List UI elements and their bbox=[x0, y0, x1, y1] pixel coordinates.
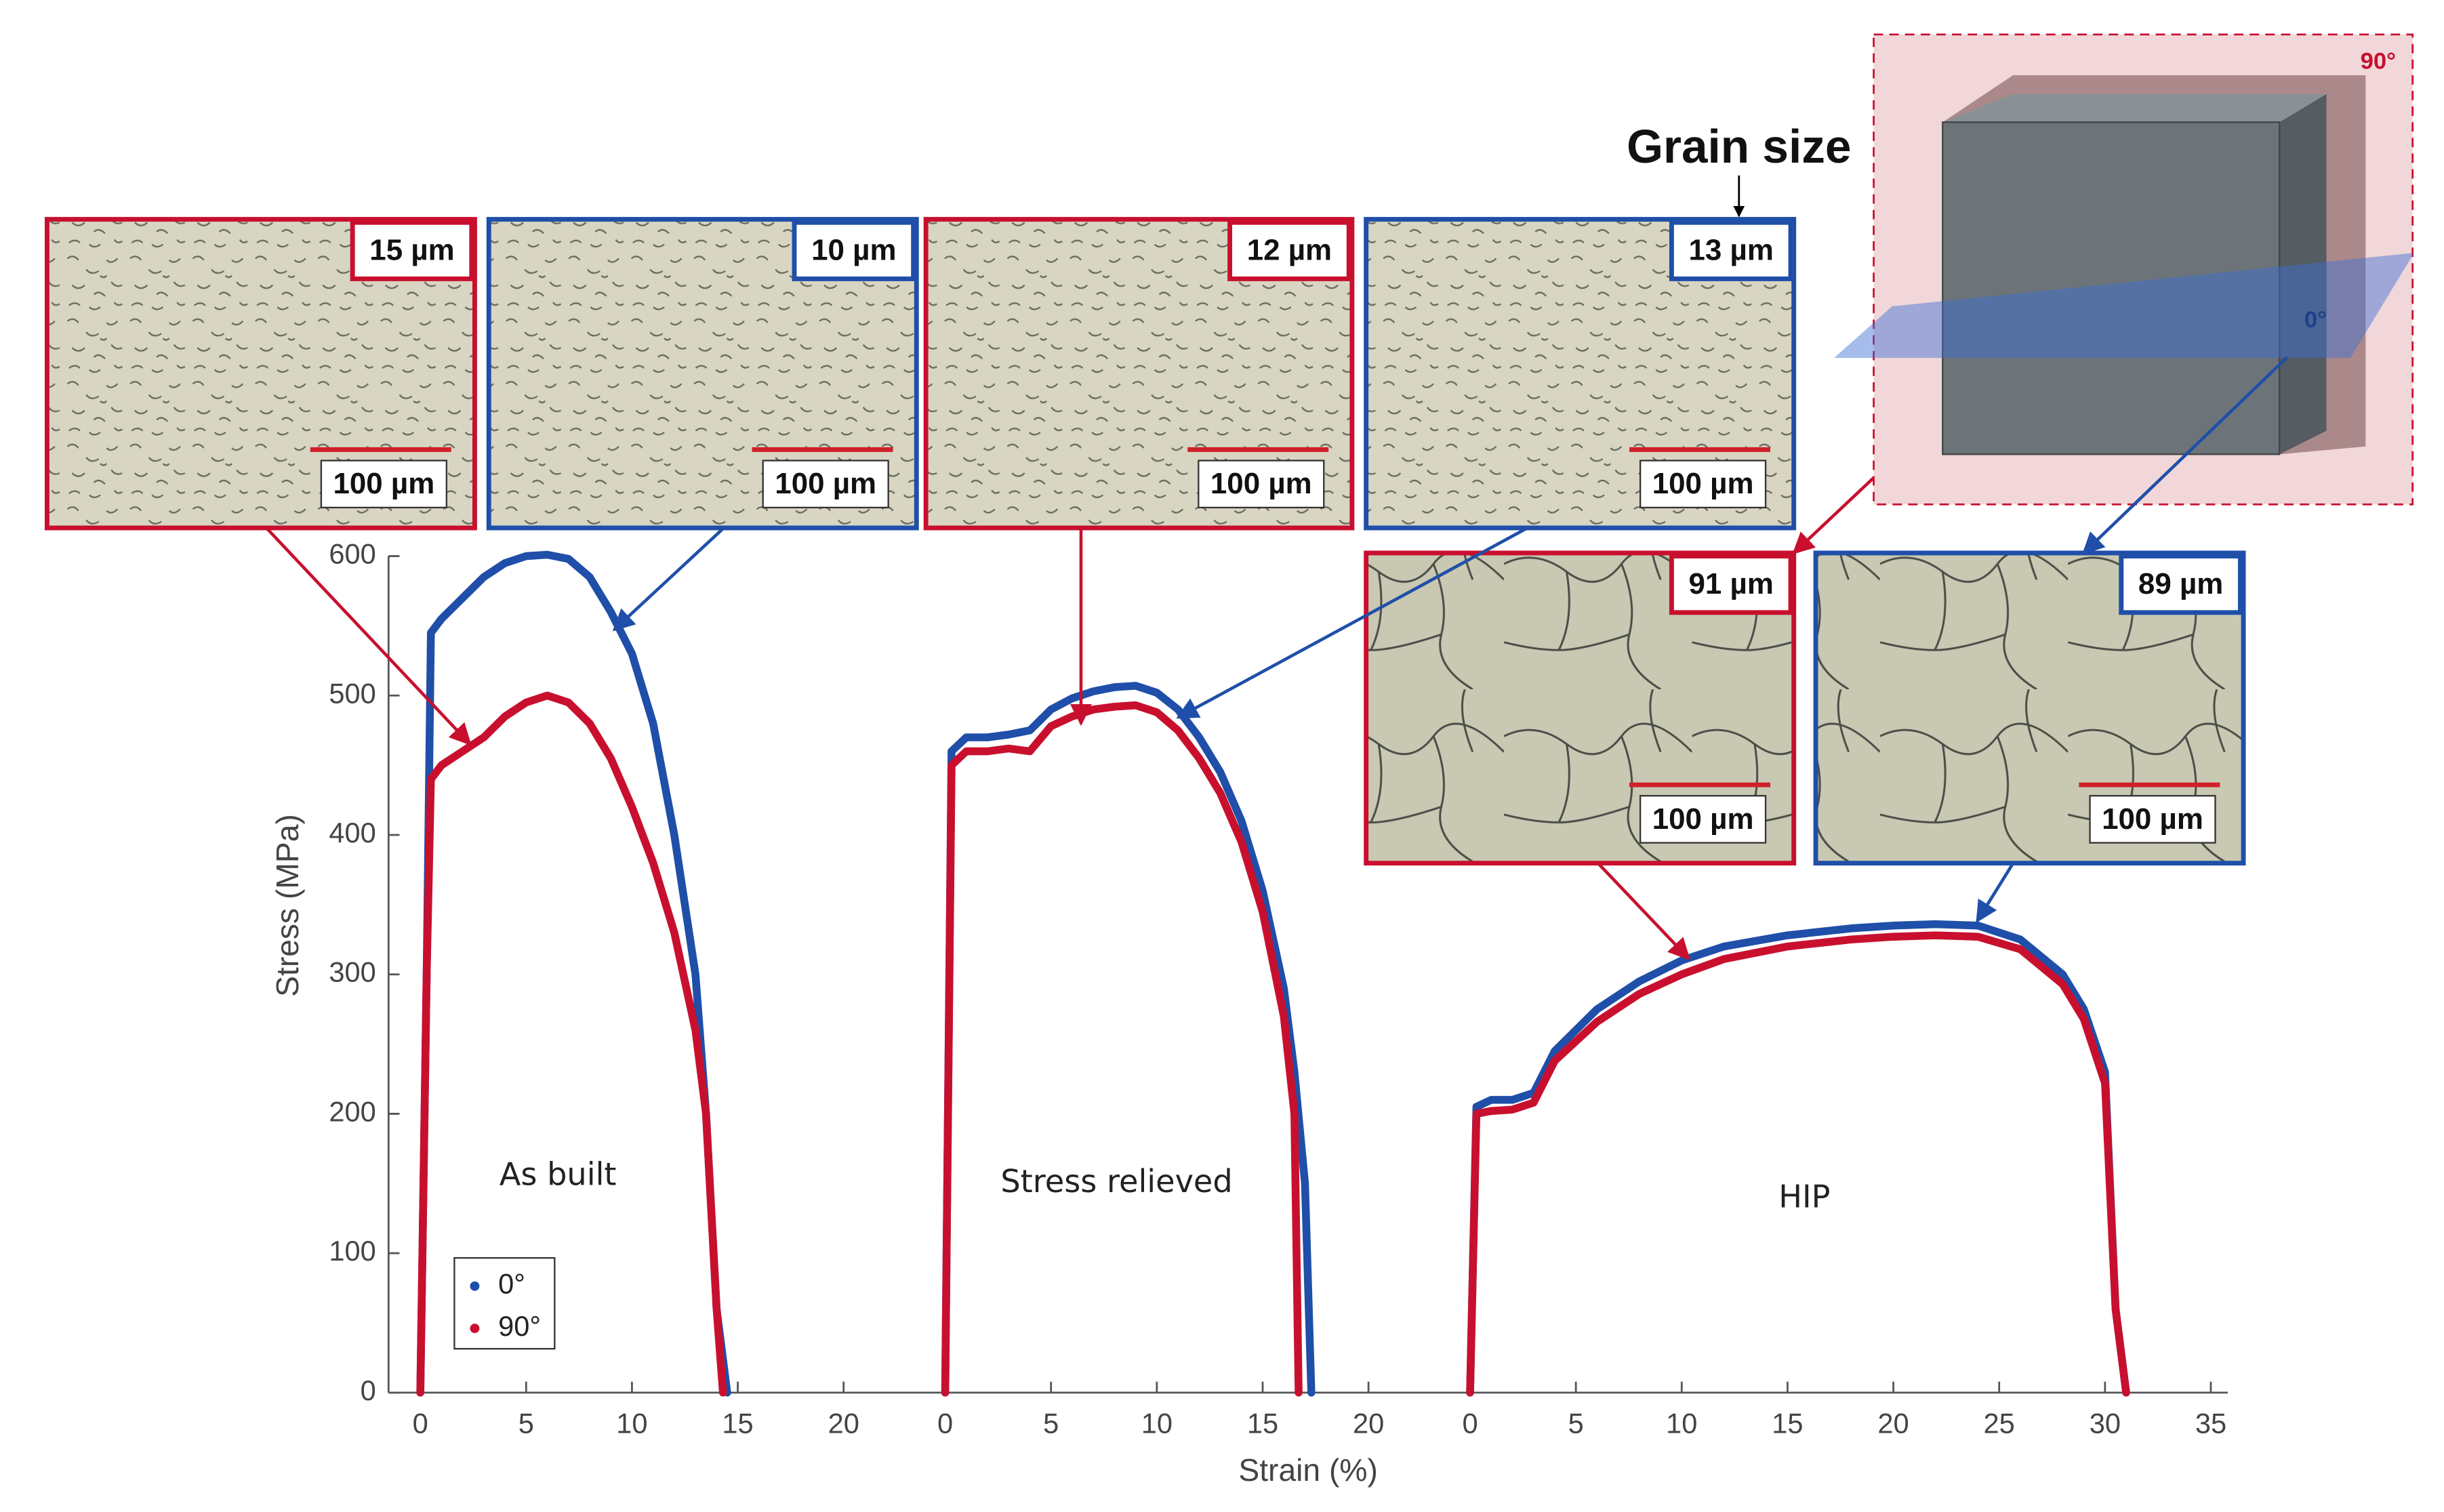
scale-bar-label: 100 µm bbox=[1210, 467, 1312, 500]
y-tick-label: 300 bbox=[329, 956, 375, 988]
scale-bar-label: 100 µm bbox=[333, 467, 434, 500]
cube-schematic bbox=[1834, 33, 2414, 506]
pointer-arrow bbox=[1792, 476, 1875, 555]
scale-bar-box bbox=[1198, 459, 1325, 509]
legend-box bbox=[453, 1256, 556, 1350]
grain-size-label: 15 µm bbox=[369, 234, 454, 267]
scale-bar-box bbox=[320, 459, 447, 509]
y-tick-label: 0 bbox=[361, 1374, 376, 1406]
panel-label: As built bbox=[500, 1156, 617, 1193]
y-tick-label: 500 bbox=[329, 677, 375, 709]
y-tick-label: 400 bbox=[329, 817, 375, 849]
scale-bar-label: 100 µm bbox=[775, 467, 876, 500]
y-tick-label: 600 bbox=[329, 538, 375, 570]
legend-label: 90° bbox=[498, 1310, 541, 1342]
pointer-arrow bbox=[1176, 526, 1528, 719]
legend-marker bbox=[470, 1324, 480, 1334]
stress-strain-curve bbox=[1466, 920, 2130, 1397]
grain-size-label: 91 µm bbox=[1689, 567, 1774, 600]
stress-strain-curve bbox=[416, 691, 727, 1397]
cube-label: 90° bbox=[2361, 49, 2396, 75]
x-tick-label: 20 bbox=[828, 1407, 859, 1439]
x-tick-label: 30 bbox=[2090, 1407, 2121, 1439]
scale-bar-label: 100 µm bbox=[2102, 802, 2203, 836]
grain-size-box bbox=[350, 220, 474, 281]
grain-size-label: 89 µm bbox=[2138, 567, 2223, 600]
grain-size-label: 13 µm bbox=[1689, 234, 1774, 267]
x-tick-label: 10 bbox=[1141, 1407, 1173, 1439]
scale-bar-box bbox=[2089, 795, 2216, 844]
x-tick-label: 5 bbox=[518, 1407, 534, 1439]
micrograph-inset: 89 µm 100 µm bbox=[1813, 550, 2246, 866]
x-tick-label: 20 bbox=[1877, 1407, 1909, 1439]
grain-size-box bbox=[2119, 554, 2243, 615]
x-tick-label: 0 bbox=[413, 1407, 428, 1439]
grain-size-box bbox=[1669, 220, 1793, 281]
pointer-arrow bbox=[265, 527, 472, 746]
legend-marker bbox=[470, 1281, 480, 1291]
x-tick-label: 0 bbox=[937, 1407, 953, 1439]
y-tick-label: 100 bbox=[329, 1235, 375, 1267]
x-tick-label: 5 bbox=[1568, 1407, 1584, 1439]
grain-size-box bbox=[792, 220, 916, 281]
x-tick-label: 10 bbox=[1666, 1407, 1697, 1439]
grain-size-label: 10 µm bbox=[811, 234, 896, 267]
x-tick-label: 0 bbox=[1462, 1407, 1478, 1439]
micrograph-inset: 91 µm 100 µm bbox=[1364, 550, 1797, 866]
micrograph-inset: 15 µm 100 µm bbox=[44, 217, 477, 531]
scale-bar-label: 100 µm bbox=[1652, 802, 1754, 836]
y-tick-label: 200 bbox=[329, 1095, 375, 1127]
cube-label: 0° bbox=[2304, 307, 2327, 333]
x-tick-label: 5 bbox=[1043, 1407, 1059, 1439]
panel-label: Stress relieved bbox=[1000, 1163, 1232, 1200]
x-tick-label: 15 bbox=[1772, 1407, 1803, 1439]
x-tick-label: 15 bbox=[1247, 1407, 1278, 1439]
pointer-arrow bbox=[1976, 862, 2015, 923]
x-tick-label: 35 bbox=[2195, 1407, 2226, 1439]
scale-bar-box bbox=[1639, 795, 1767, 844]
stress-strain-curve bbox=[941, 701, 1303, 1397]
grain-size-box bbox=[1669, 554, 1793, 615]
grain-size-label: 12 µm bbox=[1247, 234, 1332, 267]
micrograph-inset: 13 µm 100 µm bbox=[1364, 217, 1797, 531]
legend-label: 0° bbox=[498, 1268, 525, 1300]
pointer-arrow bbox=[1597, 862, 1691, 960]
x-tick-label: 20 bbox=[1353, 1407, 1384, 1439]
annotation: Grain size bbox=[1627, 120, 1851, 173]
scale-bar-label: 100 µm bbox=[1652, 467, 1754, 500]
x-tick-label: 10 bbox=[616, 1407, 647, 1439]
micrograph-inset: 12 µm 100 µm bbox=[923, 217, 1355, 531]
pointer-arrow bbox=[612, 527, 725, 632]
scale-bar-box bbox=[762, 459, 889, 509]
pointer-arrow bbox=[2081, 356, 2289, 555]
scale-bar-box bbox=[1639, 459, 1767, 509]
micrograph-inset: 10 µm 100 µm bbox=[486, 217, 919, 531]
stress-strain-curve bbox=[941, 682, 1316, 1397]
panel-label: HIP bbox=[1778, 1178, 1830, 1214]
stress-strain-curve bbox=[1466, 931, 2130, 1397]
stress-strain-curve bbox=[416, 550, 731, 1397]
y-axis-label: Stress (MPa) bbox=[270, 814, 305, 997]
grain-size-box bbox=[1227, 220, 1351, 281]
x-tick-label: 15 bbox=[722, 1407, 753, 1439]
x-axis-label: Strain (%) bbox=[1238, 1452, 1377, 1488]
x-tick-label: 25 bbox=[1984, 1407, 2015, 1439]
